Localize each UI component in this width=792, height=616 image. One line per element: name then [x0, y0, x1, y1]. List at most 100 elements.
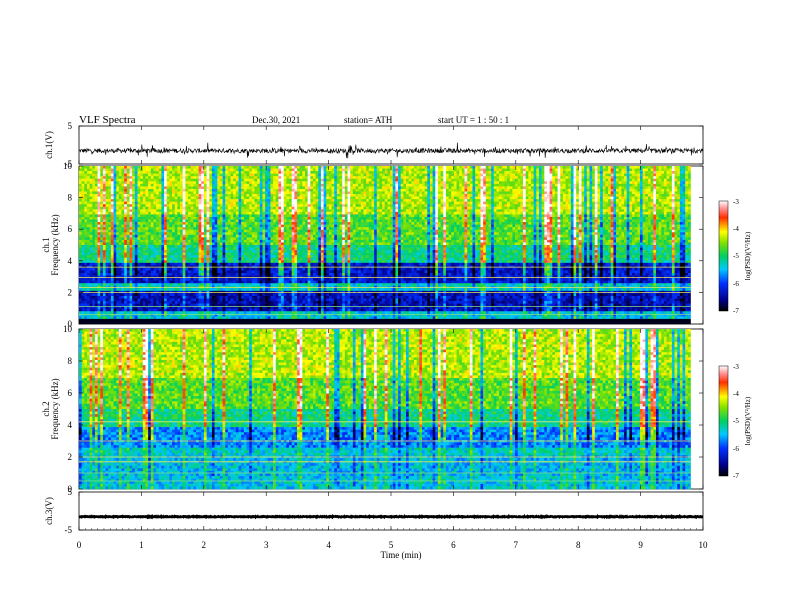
ch1-spectrogram-cell: [515, 194, 518, 197]
ch1-spectrogram-cell: [204, 209, 207, 212]
ch1-spectrogram-cell: [587, 204, 590, 207]
ch1-spectrogram-cell: [321, 207, 324, 210]
ch1-spectrogram-cell: [156, 209, 159, 212]
ch1-spectrogram-cell: [172, 217, 175, 220]
ch1-spectrogram-cell: [483, 214, 486, 217]
ch1-spectrogram-cell: [183, 179, 186, 182]
ch1-spectrogram-cell: [619, 176, 622, 179]
ch1-spectrogram-cell: [555, 184, 558, 187]
ch1-spectrogram-cell: [653, 199, 656, 202]
ch1-spectrogram-cell: [635, 209, 638, 212]
ch1-spectrogram-cell: [653, 176, 656, 179]
ch1-spectrogram-cell: [111, 166, 114, 169]
ch1-spectrogram-cell: [356, 209, 359, 212]
ch1-spectrogram-cell: [127, 204, 130, 207]
ch1-spectrogram-cell: [467, 181, 470, 184]
ch1-spectrogram-cell: [350, 217, 353, 220]
ch1-spectrogram-cell: [534, 202, 537, 205]
ch1-spectrogram-cell: [313, 169, 316, 172]
ch1-spectrogram-cell: [90, 217, 93, 220]
ch1-spectrogram-cell: [153, 186, 156, 189]
ch1-spectrogram-cell: [534, 179, 537, 182]
ch1-spectrogram-cell: [286, 209, 289, 212]
ch1-spectrogram-cell: [193, 217, 196, 220]
ch1-spectrogram-cell: [244, 184, 247, 187]
ch1-spectrogram-cell: [393, 214, 396, 217]
ch1-spectrogram-cell: [374, 166, 377, 169]
ch1-spectrogram-cell: [409, 181, 412, 184]
ch1-spectrogram-cell: [111, 189, 114, 192]
ch1-spectrogram-cell: [656, 194, 659, 197]
ch1-spectrogram-cell: [430, 194, 433, 197]
ch1-spectrogram-cell: [350, 214, 353, 217]
ch1-spectrogram-cell: [462, 184, 465, 187]
ch1-spectrogram-cell: [632, 217, 635, 220]
ch1-spectrogram-cell: [534, 207, 537, 210]
ch1-spectrogram-cell: [241, 220, 244, 223]
ch1-spectrogram-cell: [403, 166, 406, 169]
ch1-spectrogram-cell: [236, 174, 239, 177]
ch1-spectrogram-cell: [369, 212, 372, 215]
ch1-spectrogram-cell: [422, 202, 425, 205]
ch1-spectrogram-cell: [183, 181, 186, 184]
ch1-spectrogram-cell: [207, 166, 210, 169]
ch1-spectrogram-cell: [153, 189, 156, 192]
ch1-spectrogram-cell: [675, 171, 678, 174]
ch1-spectrogram-cell: [656, 217, 659, 220]
ch1-spectrogram-cell: [414, 202, 417, 205]
ch1-spectrogram-cell: [637, 194, 640, 197]
ch1-spectrogram-cell: [329, 217, 332, 220]
ch1-spectrogram-cell: [193, 184, 196, 187]
ch1-spectrogram-cell: [512, 194, 515, 197]
ch1-spectrogram-cell: [122, 214, 125, 217]
ch1-spectrogram-cell: [116, 207, 119, 210]
ch1-spectrogram-cell: [526, 209, 529, 212]
ch1-spectrogram-cell: [528, 169, 531, 172]
ch1-spectrogram-cell: [326, 174, 329, 177]
ch1-spectrogram-cell: [390, 209, 393, 212]
ch1-spectrogram-cell: [520, 204, 523, 207]
ch1-spectrogram-cell: [337, 217, 340, 220]
ch1-spectrogram-cell: [244, 186, 247, 189]
ch1-spectrogram-cell: [276, 184, 279, 187]
ch1-spectrogram-cell: [470, 207, 473, 210]
ch1-spectrogram-cell: [135, 186, 138, 189]
ch1-spectrogram-cell: [254, 189, 257, 192]
ch1-spectrogram-cell: [685, 184, 688, 187]
ch1-spectrogram-cell: [300, 171, 303, 174]
ch1-spectrogram-cell: [637, 204, 640, 207]
ch1-spectrogram-cell: [531, 209, 534, 212]
ch1-spectrogram-cell: [526, 194, 529, 197]
ch1-spectrogram-cell: [151, 207, 154, 210]
ch1-spectrogram-cell: [558, 171, 561, 174]
ch1-spectrogram-cell: [130, 166, 133, 169]
ch1-spectrogram-cell: [300, 184, 303, 187]
ch1-spectrogram-cell: [87, 186, 90, 189]
ch1-spectrogram-cell: [395, 169, 398, 172]
ch1-spectrogram-cell: [473, 209, 476, 212]
ch1-spectrogram-cell: [443, 169, 446, 172]
ch1-spectrogram-cell: [369, 199, 372, 202]
ch1-spectrogram-cell: [523, 184, 526, 187]
ch1-spectrogram-cell: [547, 199, 550, 202]
ch1-spectrogram-cell: [600, 199, 603, 202]
ch1-spectrogram-cell: [574, 194, 577, 197]
ch1-spectrogram-cell: [137, 214, 140, 217]
ch1-spectrogram-cell: [143, 179, 146, 182]
ch1-spectrogram-cell: [576, 179, 579, 182]
ch1-spectrogram-cell: [430, 184, 433, 187]
ch1-spectrogram-cell: [494, 207, 497, 210]
ch1-spectrogram-cell: [127, 171, 130, 174]
ch1-spectrogram-cell: [504, 191, 507, 194]
ch1-spectrogram-cell: [377, 194, 380, 197]
ch1-spectrogram-cell: [488, 191, 491, 194]
ch1-spectrogram-cell: [193, 194, 196, 197]
ch1-spectrogram-cell: [193, 189, 196, 192]
ch1-spectrogram-cell: [616, 202, 619, 205]
ch1-spectrogram-cell: [140, 181, 143, 184]
ch1-spectrogram-cell: [409, 212, 412, 215]
ch1-spectrogram-cell: [180, 202, 183, 205]
ch1-spectrogram-cell: [653, 194, 656, 197]
ch1-spectrogram-cell: [419, 166, 422, 169]
ch1-spectrogram-cell: [675, 166, 678, 169]
